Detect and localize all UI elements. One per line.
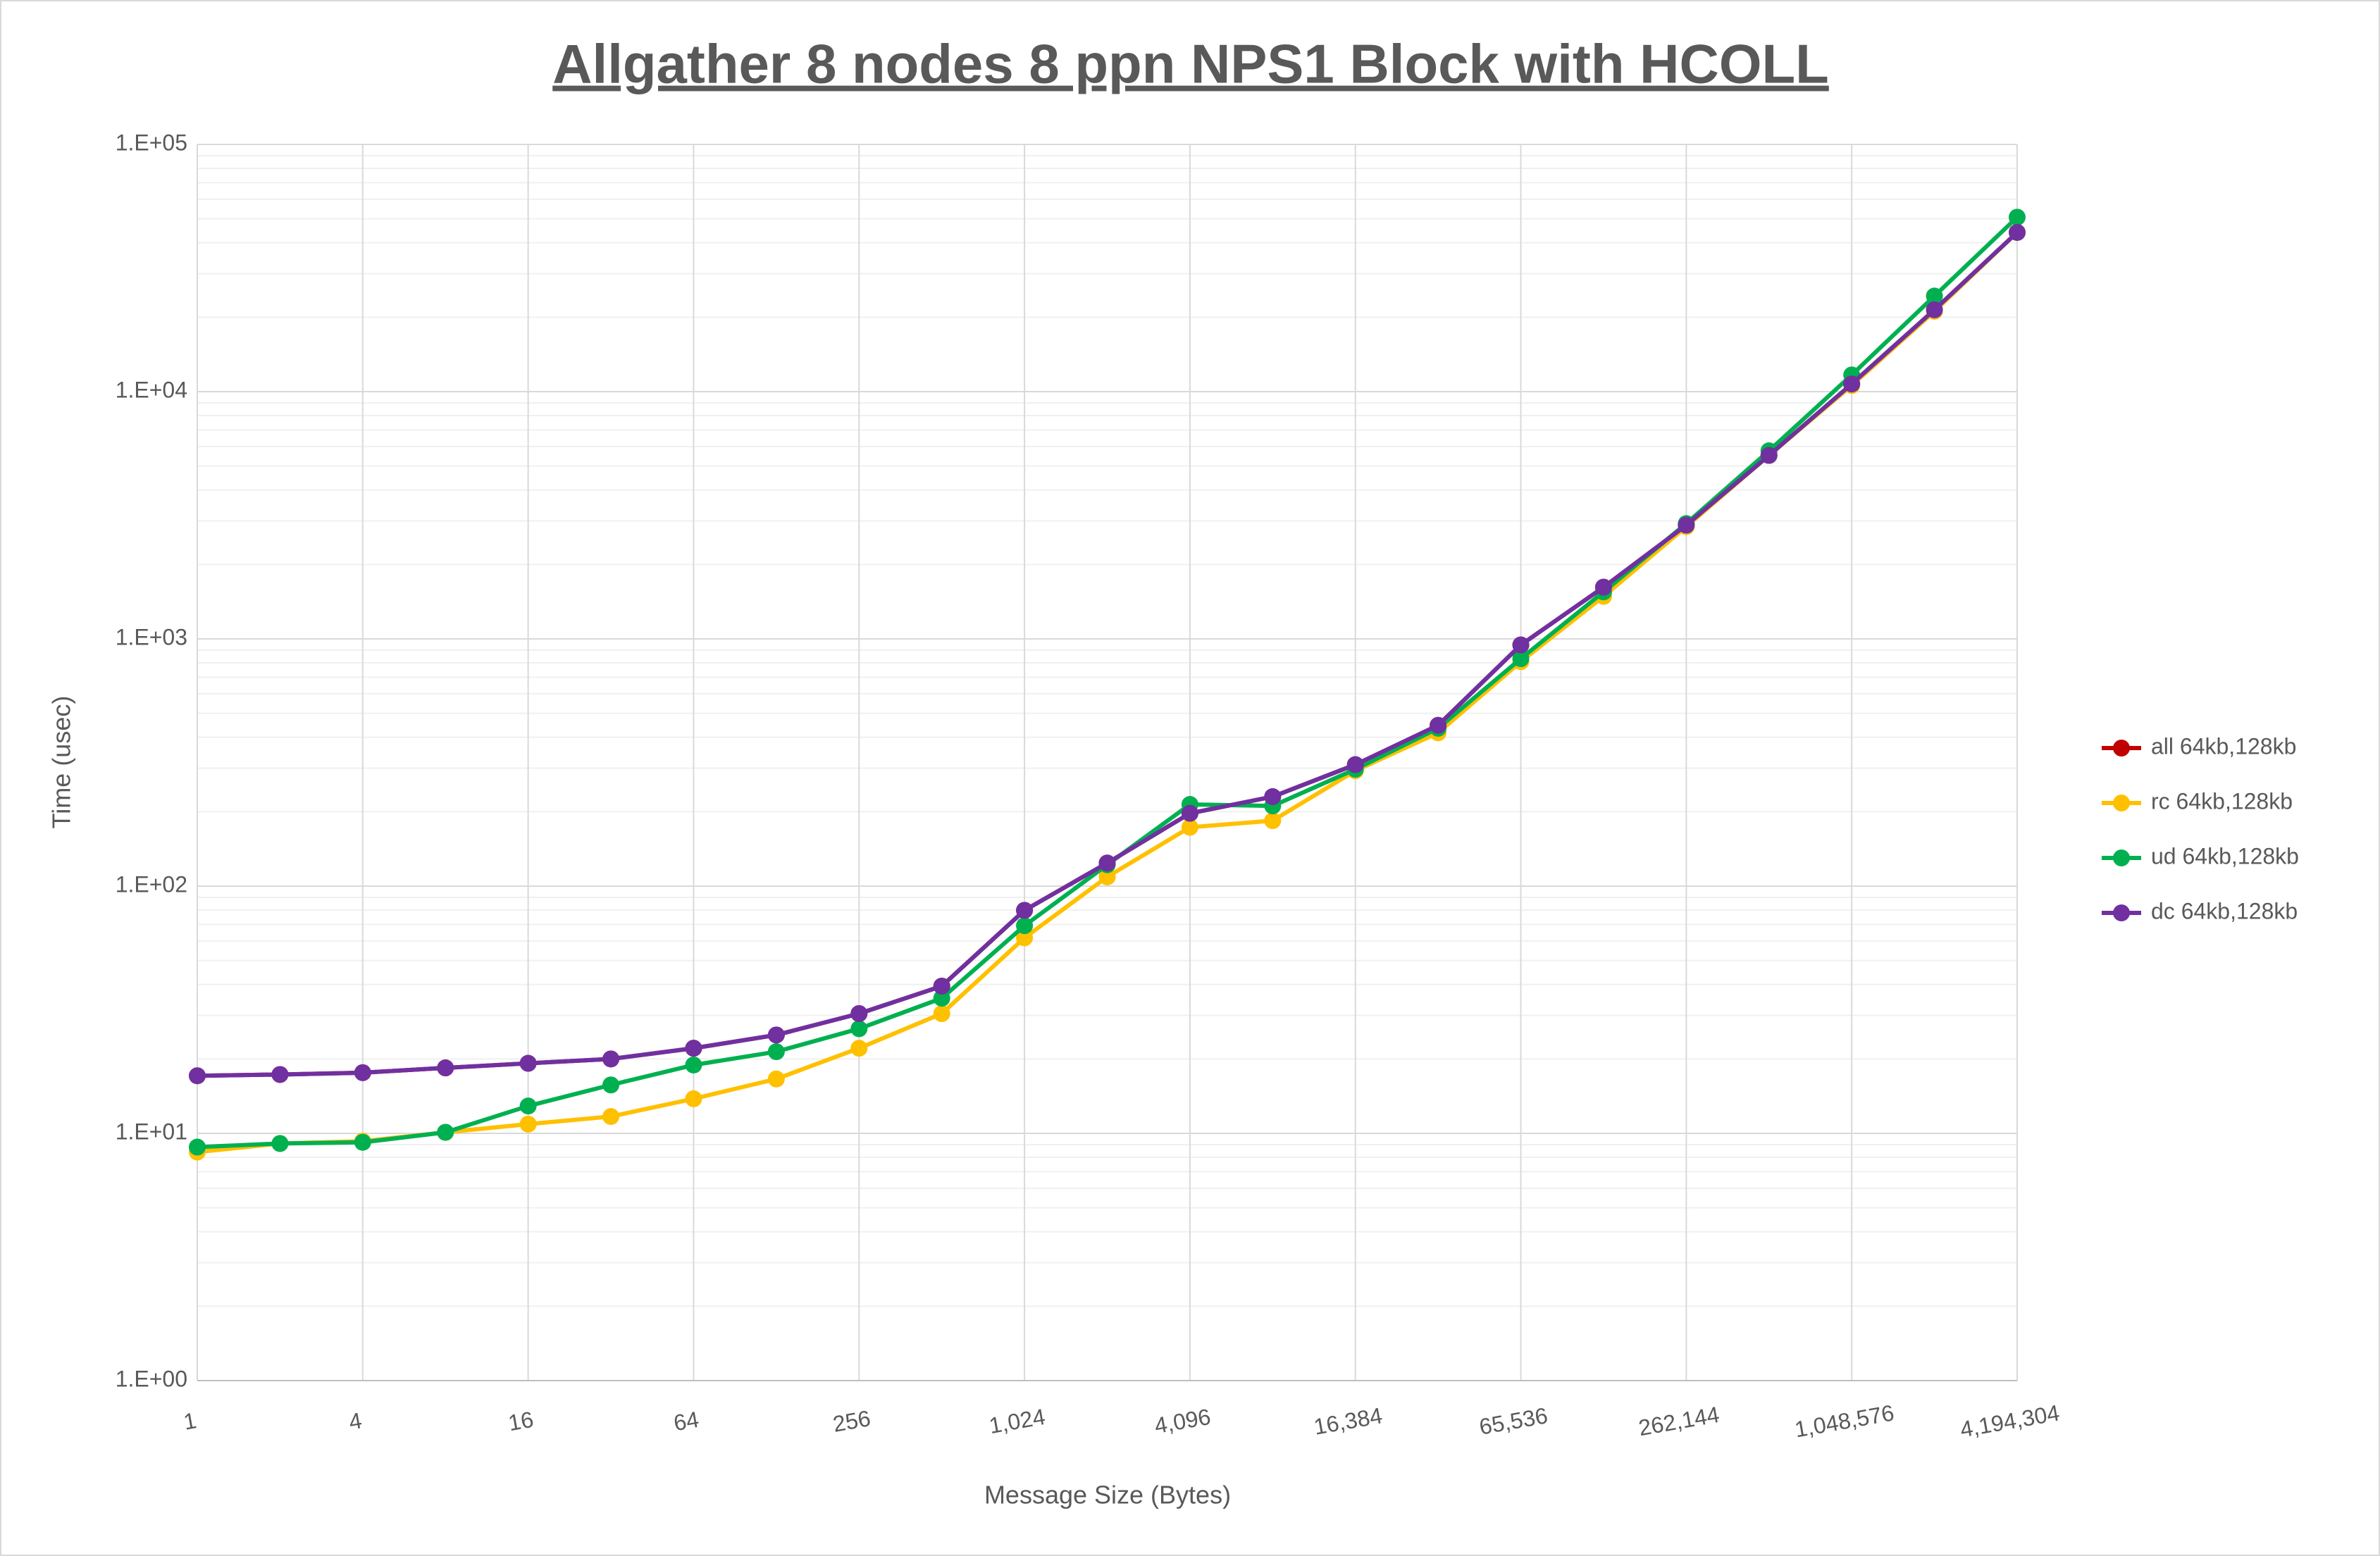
y-tick-label: 1.E+04 — [116, 377, 187, 402]
data-point — [2009, 208, 2026, 226]
legend-marker — [2113, 795, 2130, 811]
x-tick-label: 1 — [182, 1407, 199, 1435]
data-point — [1430, 716, 1447, 734]
data-point — [1098, 868, 1116, 885]
data-point — [850, 1020, 868, 1038]
legend-label: all 64kb,128kb — [2151, 733, 2296, 759]
data-point — [1016, 929, 1034, 947]
data-point — [1016, 917, 1034, 935]
data-point — [685, 1090, 702, 1107]
data-point — [1678, 516, 1695, 534]
x-tick-label: 64 — [671, 1407, 700, 1436]
data-point — [685, 1040, 702, 1057]
data-point — [767, 1026, 785, 1044]
y-tick-label: 1.E+02 — [116, 871, 187, 897]
y-tick-label: 1.E+01 — [116, 1119, 187, 1144]
x-tick-label: 4 — [347, 1407, 364, 1435]
x-axis-title: Message Size (Bytes) — [984, 1481, 1231, 1510]
data-point — [602, 1108, 620, 1126]
legend-label: ud 64kb,128kb — [2151, 843, 2299, 869]
data-point — [271, 1066, 289, 1083]
data-point — [1926, 301, 1943, 318]
data-point — [2009, 223, 2026, 241]
data-point — [685, 1056, 702, 1073]
legend-label: rc 64kb,128kb — [2151, 788, 2293, 814]
data-point — [354, 1133, 371, 1151]
chart-title: Allgather 8 nodes 8 ppn NPS1 Block with … — [552, 33, 1829, 95]
data-point — [437, 1124, 454, 1141]
data-point — [602, 1050, 620, 1068]
data-point — [933, 990, 950, 1007]
legend-marker — [2113, 740, 2130, 757]
data-point — [437, 1059, 454, 1077]
y-tick-label: 1.E+03 — [116, 624, 187, 649]
data-point — [519, 1115, 537, 1133]
data-point — [1512, 650, 1530, 668]
data-point — [1346, 756, 1364, 773]
data-point — [1016, 902, 1034, 919]
data-point — [189, 1138, 206, 1156]
y-axis-title: Time (usec) — [47, 696, 76, 829]
legend-marker — [2113, 849, 2130, 866]
data-point — [1181, 804, 1198, 822]
data-point — [602, 1076, 620, 1094]
legend-marker — [2113, 904, 2130, 921]
data-point — [519, 1054, 537, 1072]
data-point — [354, 1064, 371, 1081]
y-tick-label: 1.E+05 — [116, 130, 187, 155]
data-point — [519, 1097, 537, 1115]
data-point — [1512, 636, 1530, 654]
data-point — [189, 1067, 206, 1085]
data-point — [767, 1070, 785, 1088]
data-point — [933, 1005, 950, 1023]
data-point — [1181, 819, 1198, 836]
data-point — [1098, 854, 1116, 872]
y-tick-label: 1.E+00 — [116, 1366, 187, 1391]
data-point — [933, 977, 950, 995]
x-tick-label: 16 — [507, 1407, 535, 1436]
data-point — [1594, 578, 1612, 596]
data-point — [850, 1040, 868, 1057]
data-point — [1264, 812, 1282, 830]
data-point — [1926, 287, 1943, 305]
data-point — [1843, 375, 1861, 393]
data-point — [1760, 447, 1778, 464]
data-point — [850, 1005, 868, 1023]
data-point — [1264, 788, 1282, 806]
data-point — [767, 1043, 785, 1061]
data-point — [271, 1135, 289, 1152]
legend-label: dc 64kb,128kb — [2151, 898, 2298, 923]
